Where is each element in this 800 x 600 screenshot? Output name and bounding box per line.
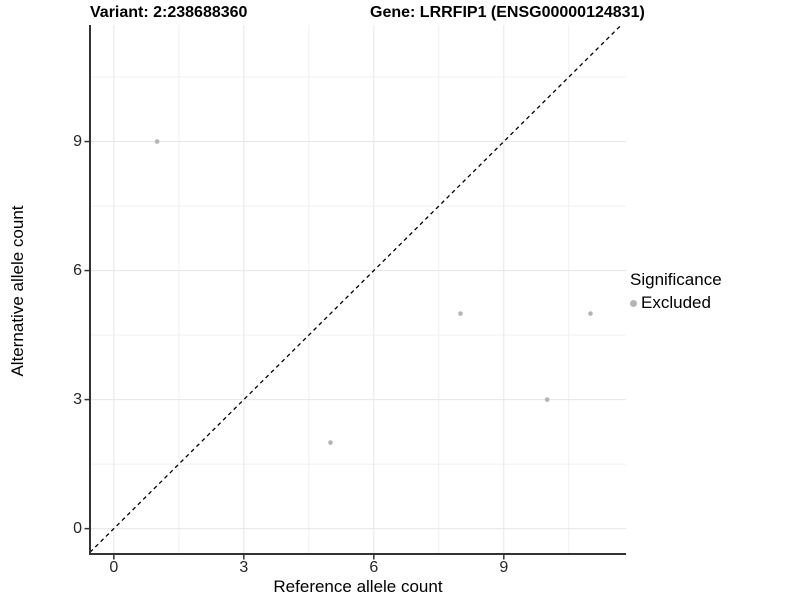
identity-dashed-line xyxy=(89,24,622,553)
y-tick-label: 0 xyxy=(73,519,82,537)
y-tick-label: 6 xyxy=(73,261,82,279)
legend: Significance Excluded xyxy=(630,270,722,313)
data-point xyxy=(458,311,463,316)
legend-item-excluded: Excluded xyxy=(630,293,722,313)
excluded-point-swatch-icon xyxy=(630,299,637,307)
y-axis-title: Alternative allele count xyxy=(8,205,27,377)
data-point xyxy=(588,311,593,316)
variant-title: Variant: 2:238688360 xyxy=(90,4,248,21)
x-tick-label: 9 xyxy=(499,559,509,576)
legend-item-label: Excluded xyxy=(641,293,711,312)
data-point xyxy=(544,397,550,402)
x-tick-label: 0 xyxy=(109,559,119,576)
x-tick-label: 3 xyxy=(239,559,249,576)
gene-title: Gene: LRRFIP1 (ENSG00000124831) xyxy=(370,4,645,21)
legend-title: Significance xyxy=(630,270,722,289)
data-point xyxy=(154,139,160,144)
y-tick-label: 9 xyxy=(73,132,82,150)
data-point xyxy=(328,440,333,445)
x-axis-title: Reference allele count xyxy=(273,577,443,596)
x-tick-label: 6 xyxy=(369,559,379,576)
y-tick-label: 3 xyxy=(73,390,82,408)
